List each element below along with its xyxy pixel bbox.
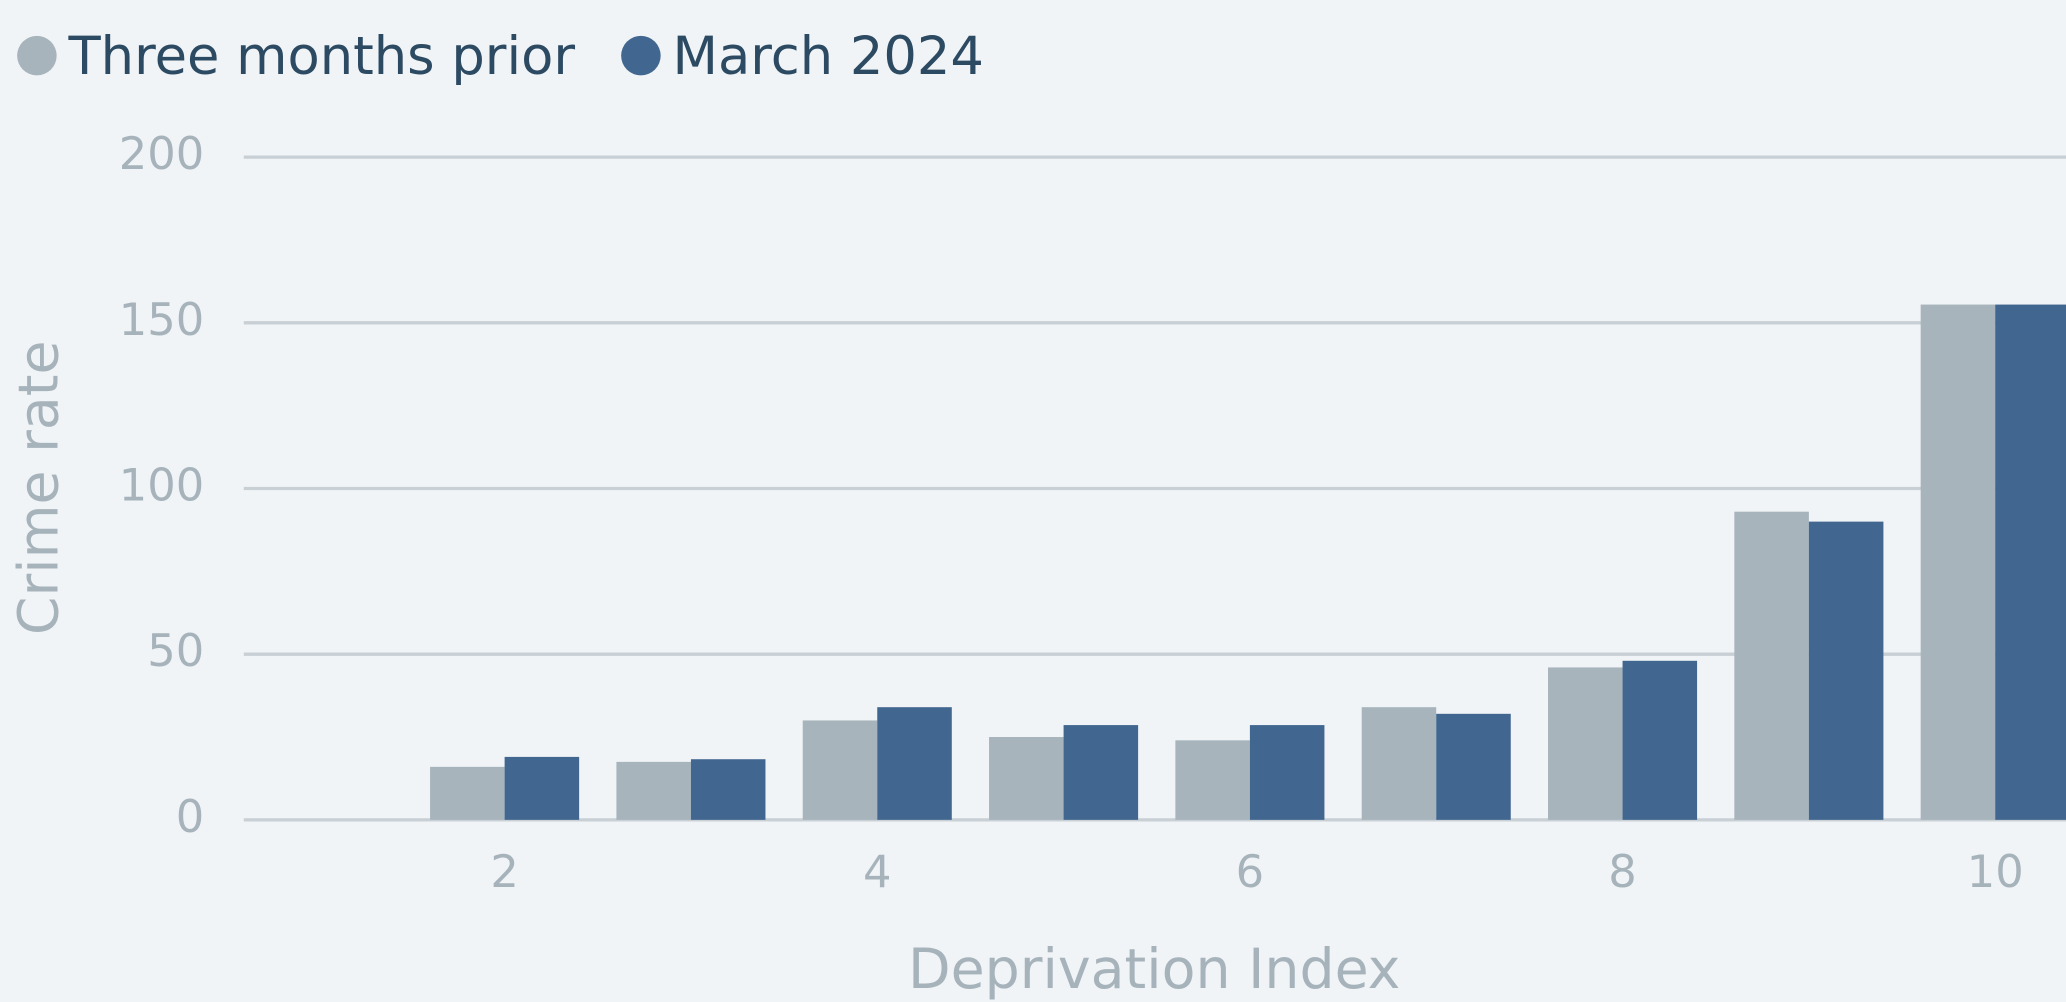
y-axis-label: Crime rate <box>7 340 71 635</box>
bar <box>877 707 952 820</box>
legend-label: Three months prior <box>68 26 576 87</box>
bar <box>1995 304 2066 820</box>
bar <box>616 761 691 820</box>
legend-marker <box>621 35 661 76</box>
bar <box>802 720 878 820</box>
bar <box>1361 707 1437 820</box>
bar <box>690 759 766 820</box>
bar <box>989 737 1064 820</box>
x-tick-label: 10 <box>1967 845 2024 898</box>
x-axis-label: Deprivation Index <box>908 938 1400 1002</box>
y-tick-label: 100 <box>119 458 204 511</box>
bar <box>1734 511 1809 820</box>
bar <box>430 766 505 820</box>
bar <box>1920 304 1996 820</box>
bar <box>1063 725 1139 820</box>
y-tick-label: 50 <box>147 624 204 677</box>
x-tick-label: 2 <box>490 845 519 898</box>
bar <box>1548 667 1623 820</box>
bar <box>1175 740 1250 820</box>
x-tick-label: 6 <box>1236 845 1265 898</box>
legend-marker <box>17 35 57 76</box>
bar <box>1622 660 1698 820</box>
x-tick-label: 8 <box>1608 845 1637 898</box>
bar <box>1436 713 1511 820</box>
y-tick-label: 0 <box>176 790 205 843</box>
y-tick-label: 150 <box>119 293 204 346</box>
bar <box>504 756 580 820</box>
y-tick-label: 200 <box>119 127 204 180</box>
x-tick-label: 4 <box>863 845 891 898</box>
legend-label: March 2024 <box>673 26 984 87</box>
bar <box>1808 521 1884 820</box>
bar <box>1249 725 1325 820</box>
